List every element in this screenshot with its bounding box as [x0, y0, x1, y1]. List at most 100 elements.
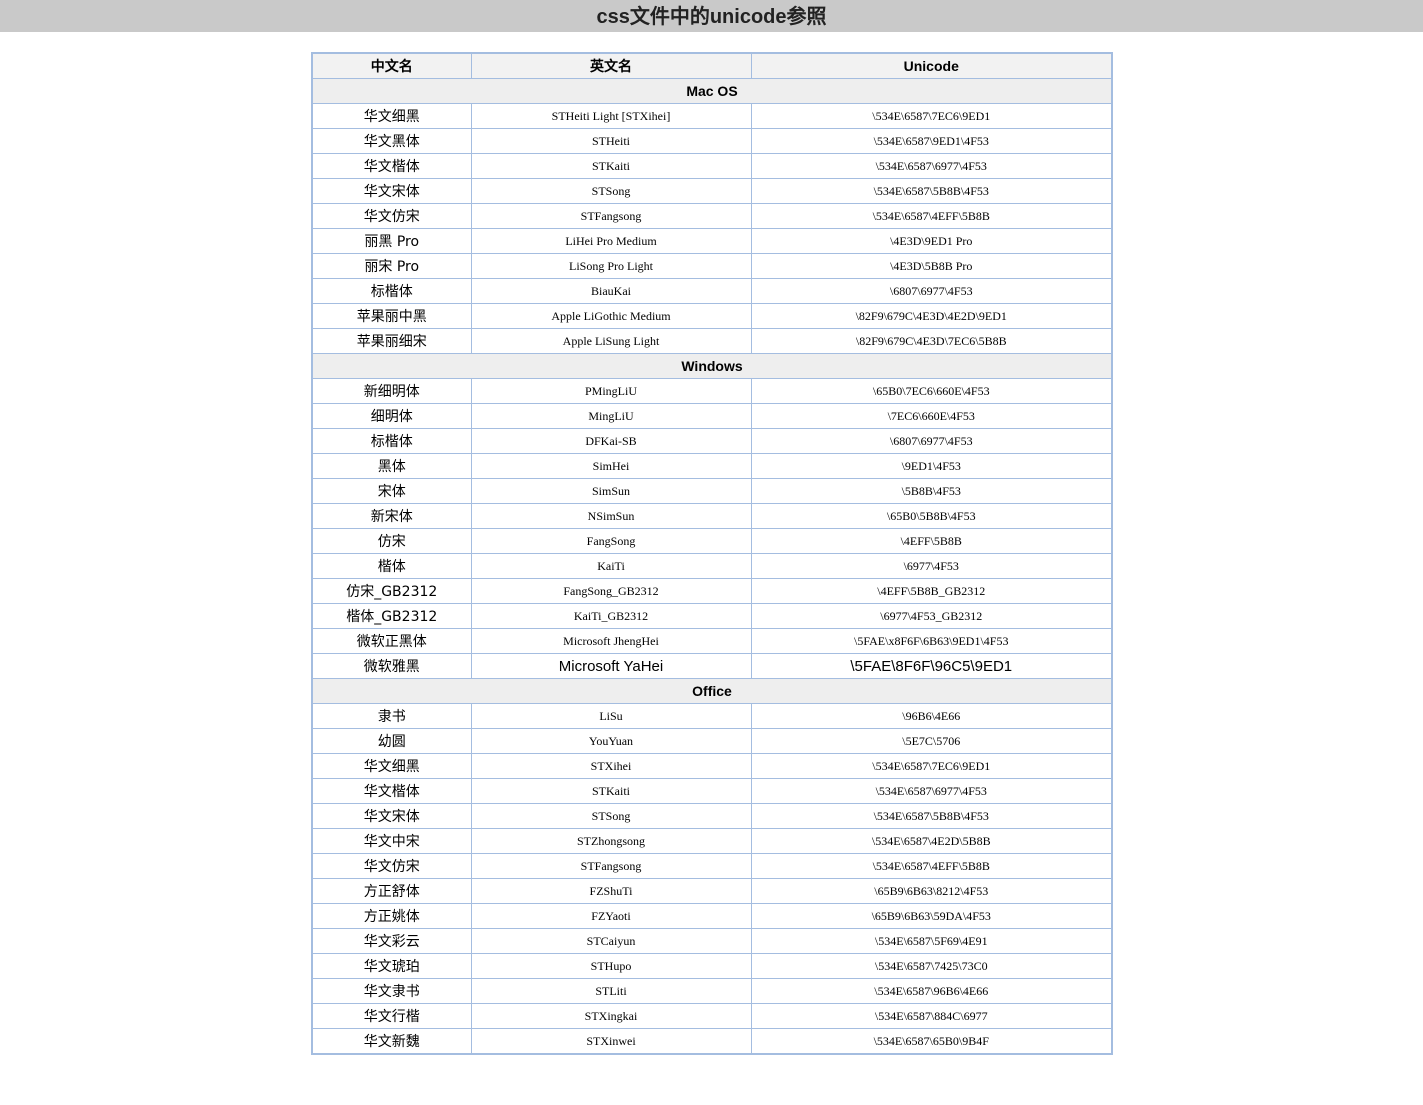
- table-row: 华文宋体 STSong \534E\6587\5B8B\4F53: [311, 178, 1113, 204]
- cell-unicode: \5E7C\5706: [750, 728, 1113, 754]
- cell-unicode: \4E3D\9ED1 Pro: [750, 228, 1113, 254]
- cell-unicode: \534E\6587\5F69\4E91: [750, 928, 1113, 954]
- group-row: Office: [311, 678, 1113, 704]
- table-row: 楷体_GB2312 KaiTi_GB2312 \6977\4F53_GB2312: [311, 603, 1113, 629]
- cell-english-name: STSong: [470, 178, 752, 204]
- table-header-row: 中文名 英文名 Unicode: [311, 52, 1113, 79]
- cell-unicode: \5B8B\4F53: [750, 478, 1113, 504]
- cell-unicode: \82F9\679C\4E3D\4E2D\9ED1: [750, 303, 1113, 329]
- cell-english-name: BiauKai: [470, 278, 752, 304]
- cell-unicode: \4E3D\5B8B Pro: [750, 253, 1113, 279]
- cell-chinese-name: 黑体: [311, 453, 472, 479]
- cell-chinese-name: 华文琥珀: [311, 953, 472, 979]
- table-row: 华文彩云 STCaiyun \534E\6587\5F69\4E91: [311, 928, 1113, 954]
- cell-unicode: \6977\4F53_GB2312: [750, 603, 1113, 629]
- cell-chinese-name: 华文宋体: [311, 803, 472, 829]
- table-row: 细明体 MingLiU \7EC6\660E\4F53: [311, 403, 1113, 429]
- cell-unicode: \65B9\6B63\8212\4F53: [750, 878, 1113, 904]
- header-chinese-name: 中文名: [311, 52, 472, 79]
- cell-chinese-name: 华文新魏: [311, 1028, 472, 1055]
- table-row: 华文仿宋 STFangsong \534E\6587\4EFF\5B8B: [311, 203, 1113, 229]
- cell-chinese-name: 华文细黑: [311, 103, 472, 129]
- cell-unicode: \9ED1\4F53: [750, 453, 1113, 479]
- cell-english-name: STXihei: [470, 753, 752, 779]
- cell-chinese-name: 方正舒体: [311, 878, 472, 904]
- cell-english-name: FZYaoti: [470, 903, 752, 929]
- cell-unicode: \534E\6587\4E2D\5B8B: [750, 828, 1113, 854]
- table-row: 华文琥珀 STHupo \534E\6587\7425\73C0: [311, 953, 1113, 979]
- cell-chinese-name: 微软雅黑: [311, 653, 472, 679]
- cell-chinese-name: 标楷体: [311, 428, 472, 454]
- table-row: 华文仿宋 STFangsong \534E\6587\4EFF\5B8B: [311, 853, 1113, 879]
- table-row: 华文隶书 STLiti \534E\6587\96B6\4E66: [311, 978, 1113, 1004]
- cell-english-name: Apple LiSung Light: [470, 328, 752, 354]
- cell-english-name: STXingkai: [470, 1003, 752, 1029]
- cell-english-name: SimHei: [470, 453, 752, 479]
- table-row: 华文楷体 STKaiti \534E\6587\6977\4F53: [311, 153, 1113, 179]
- table-row: 华文楷体 STKaiti \534E\6587\6977\4F53: [311, 778, 1113, 804]
- cell-chinese-name: 细明体: [311, 403, 472, 429]
- cell-unicode: \534E\6587\5B8B\4F53: [750, 803, 1113, 829]
- table-row: 宋体 SimSun \5B8B\4F53: [311, 478, 1113, 504]
- cell-chinese-name: 微软正黑体: [311, 628, 472, 654]
- table-row: 方正舒体 FZShuTi \65B9\6B63\8212\4F53: [311, 878, 1113, 904]
- cell-english-name: STZhongsong: [470, 828, 752, 854]
- font-table-container: 中文名 英文名 Unicode Mac OS 华文细黑 STHeiti Light …: [311, 52, 1113, 1055]
- cell-chinese-name: 华文仿宋: [311, 853, 472, 879]
- table-row: 黑体 SimHei \9ED1\4F53: [311, 453, 1113, 479]
- table-row: 幼圆 YouYuan \5E7C\5706: [311, 728, 1113, 754]
- header-english-name: 英文名: [470, 52, 752, 79]
- cell-chinese-name: 标楷体: [311, 278, 472, 304]
- group-row: Mac OS: [311, 78, 1113, 104]
- table-row: 苹果丽中黑 Apple LiGothic Medium \82F9\679C\4E3…: [311, 303, 1113, 329]
- cell-english-name: PMingLiU: [470, 378, 752, 404]
- cell-english-name: STHupo: [470, 953, 752, 979]
- cell-unicode: \534E\6587\9ED1\4F53: [750, 128, 1113, 154]
- table-row: 微软雅黑 Microsoft YaHei \5FAE\8F6F\96C5\9ED1: [311, 653, 1113, 679]
- cell-english-name: KaiTi: [470, 553, 752, 579]
- cell-english-name: Apple LiGothic Medium: [470, 303, 752, 329]
- table-row: 方正姚体 FZYaoti \65B9\6B63\59DA\4F53: [311, 903, 1113, 929]
- cell-unicode: \65B0\5B8B\4F53: [750, 503, 1113, 529]
- cell-chinese-name: 华文彩云: [311, 928, 472, 954]
- cell-english-name: NSimSun: [470, 503, 752, 529]
- cell-english-name: FZShuTi: [470, 878, 752, 904]
- cell-chinese-name: 新宋体: [311, 503, 472, 529]
- cell-english-name: Microsoft JhengHei: [470, 628, 752, 654]
- cell-chinese-name: 华文楷体: [311, 778, 472, 804]
- cell-unicode: \534E\6587\65B0\9B4F: [750, 1028, 1113, 1055]
- cell-unicode: \534E\6587\6977\4F53: [750, 778, 1113, 804]
- cell-chinese-name: 楷体_GB2312: [311, 603, 472, 629]
- table-row: 仿宋_GB2312 FangSong_GB2312 \4EFF\5B8B_GB231…: [311, 578, 1113, 604]
- page-header: css文件中的unicode参照: [0, 0, 1423, 32]
- cell-unicode: \534E\6587\4EFF\5B8B: [750, 203, 1113, 229]
- table-row: 微软正黑体 Microsoft JhengHei \5FAE\x8F6F\6B63\…: [311, 628, 1113, 654]
- page-title: css文件中的unicode参照: [596, 6, 827, 28]
- cell-unicode: \534E\6587\96B6\4E66: [750, 978, 1113, 1004]
- cell-chinese-name: 楷体: [311, 553, 472, 579]
- cell-english-name: Microsoft YaHei: [470, 653, 752, 679]
- cell-chinese-name: 苹果丽中黑: [311, 303, 472, 329]
- cell-unicode: \6807\6977\4F53: [750, 278, 1113, 304]
- table-row: 标楷体 DFKai-SB \6807\6977\4F53: [311, 428, 1113, 454]
- cell-english-name: STHeiti: [470, 128, 752, 154]
- cell-english-name: STCaiyun: [470, 928, 752, 954]
- cell-chinese-name: 华文楷体: [311, 153, 472, 179]
- table-row: 丽黑 Pro LiHei Pro Medium \4E3D\9ED1 Pro: [311, 228, 1113, 254]
- cell-chinese-name: 方正姚体: [311, 903, 472, 929]
- cell-unicode: \6807\6977\4F53: [750, 428, 1113, 454]
- group-row: Windows: [311, 353, 1113, 379]
- cell-unicode: \65B0\7EC6\660E\4F53: [750, 378, 1113, 404]
- cell-english-name: STLiti: [470, 978, 752, 1004]
- cell-english-name: LiHei Pro Medium: [470, 228, 752, 254]
- table-row: 华文行楷 STXingkai \534E\6587\884C\6977: [311, 1003, 1113, 1029]
- cell-chinese-name: 新细明体: [311, 378, 472, 404]
- cell-unicode: \96B6\4E66: [750, 703, 1113, 729]
- cell-english-name: DFKai-SB: [470, 428, 752, 454]
- cell-unicode: \534E\6587\6977\4F53: [750, 153, 1113, 179]
- table-row: 华文新魏 STXinwei \534E\6587\65B0\9B4F: [311, 1028, 1113, 1055]
- group-title: Mac OS: [311, 78, 1113, 104]
- cell-chinese-name: 华文仿宋: [311, 203, 472, 229]
- cell-chinese-name: 宋体: [311, 478, 472, 504]
- table-row: 标楷体 BiauKai \6807\6977\4F53: [311, 278, 1113, 304]
